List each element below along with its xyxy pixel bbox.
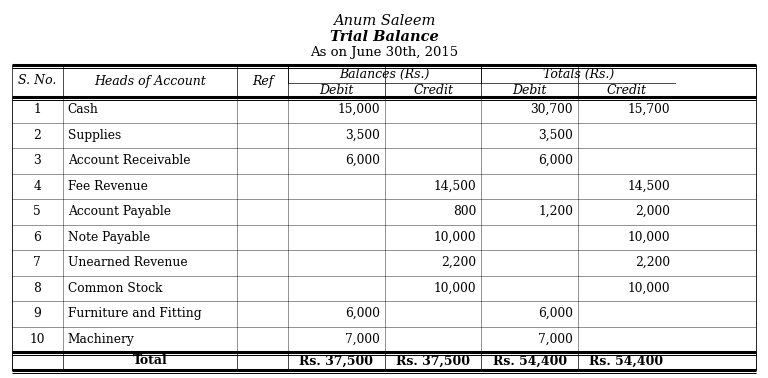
Text: Supplies: Supplies [68, 129, 121, 142]
Text: 5: 5 [34, 205, 41, 218]
Text: Debit: Debit [512, 84, 547, 96]
Text: Anum Saleem: Anum Saleem [333, 14, 435, 28]
Text: 800: 800 [453, 205, 476, 218]
Text: 7,000: 7,000 [538, 333, 573, 346]
Text: Cash: Cash [68, 103, 98, 116]
Text: 6: 6 [33, 231, 41, 244]
Text: Credit: Credit [413, 84, 453, 96]
Text: 3,500: 3,500 [538, 129, 573, 142]
Text: 9: 9 [33, 307, 41, 320]
Text: 15,000: 15,000 [337, 103, 379, 116]
Text: 6,000: 6,000 [538, 307, 573, 320]
Text: 30,700: 30,700 [531, 103, 573, 116]
Text: Rs. 54,400: Rs. 54,400 [493, 355, 567, 367]
Text: 10,000: 10,000 [434, 231, 476, 244]
Text: Credit: Credit [607, 84, 647, 96]
Text: 10,000: 10,000 [627, 282, 670, 295]
Text: Ref: Ref [252, 74, 273, 87]
Text: Rs. 37,500: Rs. 37,500 [396, 355, 470, 367]
Text: 14,500: 14,500 [434, 180, 476, 193]
Text: Total: Total [133, 355, 167, 367]
Text: 2,200: 2,200 [635, 256, 670, 269]
Text: Trial Balance: Trial Balance [329, 30, 439, 44]
Text: 6,000: 6,000 [345, 307, 379, 320]
Text: Heads of Account: Heads of Account [94, 74, 206, 87]
Text: 14,500: 14,500 [627, 180, 670, 193]
Text: Debit: Debit [319, 84, 353, 96]
Text: Machinery: Machinery [68, 333, 134, 346]
Text: 10,000: 10,000 [627, 231, 670, 244]
Text: Common Stock: Common Stock [68, 282, 162, 295]
Text: Rs. 37,500: Rs. 37,500 [300, 355, 373, 367]
Text: 2: 2 [33, 129, 41, 142]
Text: S. No.: S. No. [18, 74, 57, 87]
Text: Account Payable: Account Payable [68, 205, 170, 218]
Text: Rs. 54,400: Rs. 54,400 [590, 355, 664, 367]
Text: Account Receivable: Account Receivable [68, 154, 190, 167]
Text: Unearned Revenue: Unearned Revenue [68, 256, 187, 269]
Text: 7: 7 [34, 256, 41, 269]
Text: 15,700: 15,700 [627, 103, 670, 116]
Text: 3,500: 3,500 [345, 129, 379, 142]
Text: 4: 4 [33, 180, 41, 193]
Text: 2,200: 2,200 [442, 256, 476, 269]
Text: 3: 3 [34, 154, 41, 167]
Text: 1: 1 [34, 103, 41, 116]
Text: Note Payable: Note Payable [68, 231, 150, 244]
Text: 10,000: 10,000 [434, 282, 476, 295]
Text: 8: 8 [33, 282, 41, 295]
Text: 10: 10 [29, 333, 45, 346]
Text: 7,000: 7,000 [345, 333, 379, 346]
Text: Balances (Rs.): Balances (Rs.) [339, 68, 430, 81]
Text: 1,200: 1,200 [538, 205, 573, 218]
Text: 6,000: 6,000 [538, 154, 573, 167]
Text: Furniture and Fitting: Furniture and Fitting [68, 307, 201, 320]
Text: 2,000: 2,000 [635, 205, 670, 218]
Text: 6,000: 6,000 [345, 154, 379, 167]
Text: As on June 30th, 2015: As on June 30th, 2015 [310, 46, 458, 59]
Text: Fee Revenue: Fee Revenue [68, 180, 147, 193]
Text: Totals (Rs.): Totals (Rs.) [542, 68, 614, 81]
